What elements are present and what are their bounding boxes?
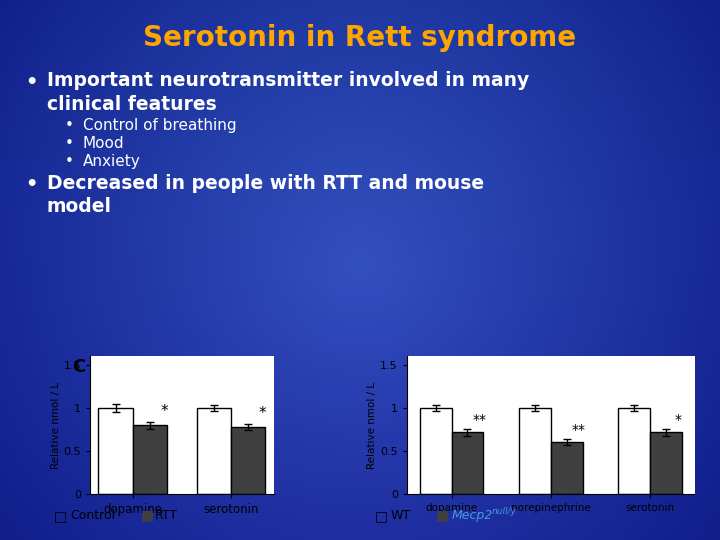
Text: Serotonin in Rett syndrome: Serotonin in Rett syndrome: [143, 24, 577, 52]
Text: Mood: Mood: [83, 136, 125, 151]
Text: C: C: [72, 358, 85, 376]
Text: null/y: null/y: [492, 507, 517, 516]
Text: *: *: [161, 404, 168, 419]
Y-axis label: Relative nmol / L: Relative nmol / L: [367, 382, 377, 469]
Text: •: •: [25, 176, 37, 194]
Text: Important neurotransmitter involved in many: Important neurotransmitter involved in m…: [47, 71, 529, 90]
Text: ■: ■: [140, 509, 153, 523]
Text: •: •: [65, 118, 73, 133]
Text: Control of breathing: Control of breathing: [83, 118, 236, 133]
Text: clinical features: clinical features: [47, 94, 217, 113]
Text: WT: WT: [390, 509, 410, 522]
Text: Mecp2: Mecp2: [451, 509, 492, 522]
Y-axis label: Relative nmol / L: Relative nmol / L: [50, 382, 60, 469]
Text: RTT: RTT: [155, 509, 178, 522]
Bar: [197, 408, 231, 494]
Text: □: □: [374, 509, 387, 523]
Bar: [132, 426, 167, 494]
Bar: [231, 427, 265, 494]
Text: *: *: [674, 413, 681, 427]
Bar: [650, 432, 682, 494]
Text: **: **: [472, 413, 487, 427]
Text: Anxiety: Anxiety: [83, 154, 140, 170]
Text: •: •: [65, 136, 73, 151]
Text: Control: Control: [71, 509, 116, 522]
Bar: [618, 408, 650, 494]
Bar: [99, 408, 132, 494]
Text: **: **: [572, 423, 585, 437]
Text: □: □: [54, 509, 67, 523]
Text: Decreased in people with RTT and mouse: Decreased in people with RTT and mouse: [47, 174, 484, 193]
Bar: [420, 408, 451, 494]
Text: ■: ■: [436, 509, 449, 523]
Bar: [519, 408, 551, 494]
Bar: [551, 442, 582, 494]
Bar: [451, 432, 483, 494]
Text: *: *: [259, 406, 266, 421]
Text: model: model: [47, 197, 112, 216]
Text: •: •: [65, 154, 73, 170]
Text: •: •: [25, 73, 37, 92]
